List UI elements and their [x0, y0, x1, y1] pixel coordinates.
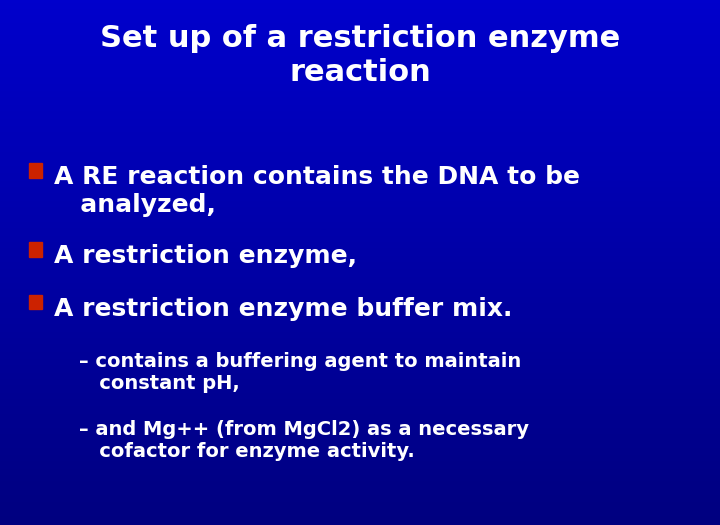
Text: Set up of a restriction enzyme
reaction: Set up of a restriction enzyme reaction [100, 24, 620, 87]
Text: A RE reaction contains the DNA to be
   analyzed,: A RE reaction contains the DNA to be ana… [54, 165, 580, 217]
Text: A restriction enzyme,: A restriction enzyme, [54, 244, 357, 268]
FancyBboxPatch shape [29, 242, 42, 257]
Text: A restriction enzyme buffer mix.: A restriction enzyme buffer mix. [54, 297, 513, 321]
FancyBboxPatch shape [29, 163, 42, 178]
Text: – contains a buffering agent to maintain
   constant pH,: – contains a buffering agent to maintain… [79, 352, 521, 393]
Text: – and Mg++ (from MgCl2) as a necessary
   cofactor for enzyme activity.: – and Mg++ (from MgCl2) as a necessary c… [79, 420, 529, 461]
FancyBboxPatch shape [29, 295, 42, 309]
